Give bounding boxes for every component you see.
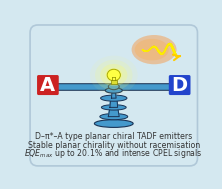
FancyBboxPatch shape	[169, 75, 190, 95]
Polygon shape	[110, 98, 118, 107]
Ellipse shape	[135, 39, 169, 60]
Ellipse shape	[100, 114, 128, 120]
Ellipse shape	[42, 84, 52, 89]
Ellipse shape	[101, 105, 126, 110]
Text: D: D	[172, 76, 188, 95]
Text: D–π*–A type planar chiral TADF emitters: D–π*–A type planar chiral TADF emitters	[35, 132, 192, 141]
Text: Stable planar chirality without racemisation: Stable planar chirality without racemisa…	[28, 141, 200, 150]
Ellipse shape	[101, 95, 127, 101]
Ellipse shape	[132, 35, 176, 64]
Ellipse shape	[105, 68, 122, 82]
Polygon shape	[111, 91, 116, 98]
Ellipse shape	[94, 120, 133, 127]
Ellipse shape	[176, 84, 185, 89]
FancyBboxPatch shape	[111, 80, 117, 84]
Ellipse shape	[95, 60, 133, 90]
FancyBboxPatch shape	[30, 25, 198, 166]
FancyBboxPatch shape	[37, 75, 59, 95]
Ellipse shape	[90, 56, 138, 94]
Ellipse shape	[105, 88, 122, 93]
Polygon shape	[108, 107, 119, 117]
Ellipse shape	[107, 69, 120, 81]
Text: $\mathit{EQE}_{\mathit{max}}$ up to 20.1% and intense CPEL signals: $\mathit{EQE}_{\mathit{max}}$ up to 20.1…	[24, 147, 203, 160]
Ellipse shape	[100, 64, 127, 86]
Text: A: A	[40, 76, 56, 95]
Ellipse shape	[108, 84, 119, 90]
